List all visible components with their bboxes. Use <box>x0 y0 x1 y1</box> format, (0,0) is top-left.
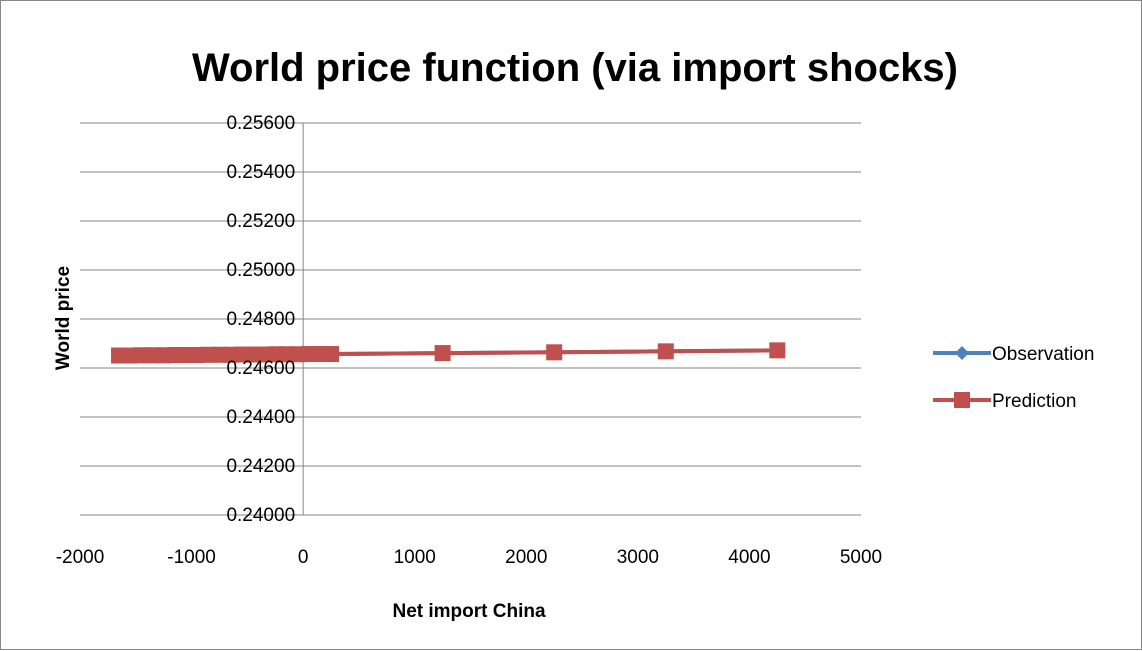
y-tick-label: 0.25000 <box>226 260 295 281</box>
grid-lines <box>80 122 861 516</box>
x-tick-label: 5000 <box>840 547 882 568</box>
x-tick-label: 3000 <box>617 547 659 568</box>
y-tick-label: 0.24000 <box>226 505 295 526</box>
y-tick-label: 0.24200 <box>226 456 295 477</box>
y-tick-label: 0.24400 <box>226 407 295 428</box>
x-tick-label: 0 <box>298 547 309 568</box>
data-point-square <box>546 344 563 361</box>
data-point-square <box>323 346 340 363</box>
y-tick-label: 0.24800 <box>226 309 295 330</box>
y-axis-title: World price <box>53 266 74 370</box>
plot-series <box>111 342 786 364</box>
legend-marker-square <box>954 392 970 408</box>
legend: Observation Prediction <box>933 344 1094 412</box>
chart-title: World price function (via import shocks) <box>192 46 958 90</box>
legend-label-prediction: Prediction <box>992 391 1077 412</box>
axes <box>298 122 304 516</box>
x-tick-label: 2000 <box>505 547 547 568</box>
y-tick-label: 0.24600 <box>226 358 295 379</box>
y-tick-label: 0.25600 <box>226 113 295 134</box>
y-tick-label: 0.25200 <box>226 211 295 232</box>
legend-label-observation: Observation <box>992 344 1094 365</box>
data-point-square <box>769 342 786 359</box>
data-point-square <box>434 345 451 362</box>
x-tick-label: -1000 <box>167 547 216 568</box>
x-axis-title: Net import China <box>392 601 545 622</box>
x-tick-label: 4000 <box>728 547 770 568</box>
y-tick-label: 0.25400 <box>226 162 295 183</box>
tick-labels: 0.24000 0.24200 0.24400 0.24600 0.24800 0.250… <box>56 113 882 568</box>
legend-marker-diamond <box>955 346 969 360</box>
x-tick-label: -2000 <box>56 547 105 568</box>
x-tick-label: 1000 <box>394 547 436 568</box>
data-point-square <box>657 343 674 360</box>
